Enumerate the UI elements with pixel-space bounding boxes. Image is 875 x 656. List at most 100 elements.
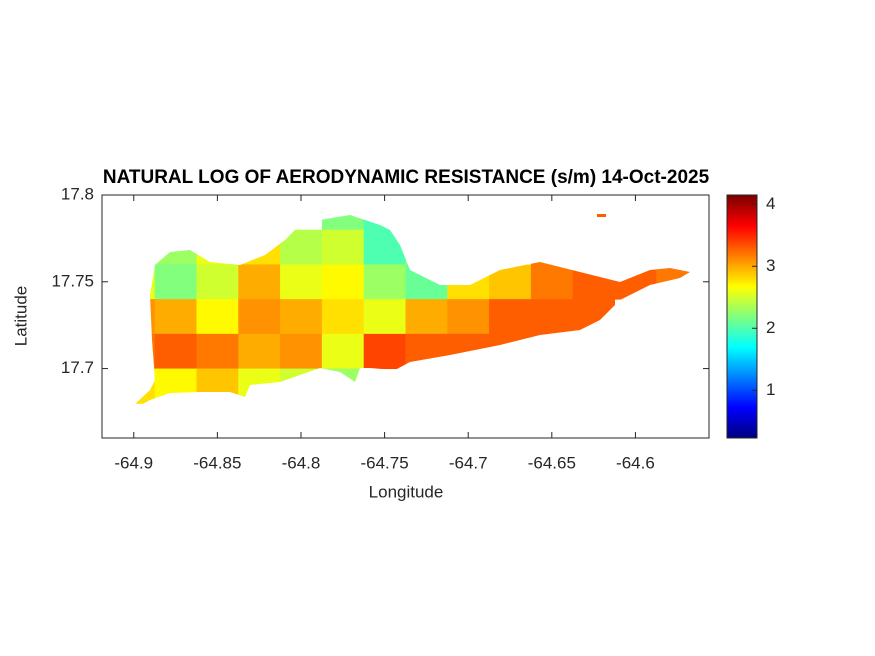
colorbar-swatch xyxy=(727,436,757,438)
colorbar-tick-label: 2 xyxy=(766,318,775,337)
colorbar-swatch xyxy=(727,407,757,409)
colorbar-swatch xyxy=(727,338,757,340)
colorbar-swatch xyxy=(727,341,757,343)
grid-cell xyxy=(572,229,616,265)
grid-cell xyxy=(196,333,239,370)
colorbar-swatch xyxy=(727,250,757,252)
colorbar-swatch xyxy=(727,208,757,210)
colorbar-swatch xyxy=(727,347,757,349)
colorbar-swatch xyxy=(727,312,757,314)
colorbar-swatch xyxy=(727,228,757,230)
colorbar-swatch xyxy=(727,275,757,277)
colorbar-swatch xyxy=(727,277,757,279)
colorbar-swatch xyxy=(727,311,757,313)
colorbar-frame xyxy=(726,194,758,439)
colorbar-swatch xyxy=(727,376,757,378)
colorbar-swatch xyxy=(727,226,757,228)
colorbar-swatch xyxy=(727,345,757,347)
x-tick-label: -64.8 xyxy=(282,453,321,472)
colorbar-swatch xyxy=(727,375,757,377)
colorbar-swatch xyxy=(727,313,757,315)
colorbar-swatch xyxy=(727,230,757,232)
grid-cell xyxy=(238,229,281,265)
colorbar-swatch xyxy=(727,322,757,324)
colorbar-swatch xyxy=(727,422,757,424)
colorbar-swatch xyxy=(727,328,757,330)
colorbar-swatch xyxy=(727,224,757,226)
colorbar-swatch xyxy=(727,302,757,304)
colorbar-swatch xyxy=(727,382,757,384)
colorbar-swatch xyxy=(727,415,757,417)
colorbar-swatch xyxy=(727,409,757,411)
colorbar-swatch xyxy=(727,386,757,388)
colorbar-swatch xyxy=(727,384,757,386)
colorbar-swatch xyxy=(727,217,757,219)
colorbar-swatch xyxy=(727,261,757,263)
colorbar-swatch xyxy=(727,418,757,420)
grid-cell xyxy=(363,264,406,300)
colorbar-swatch xyxy=(727,269,757,271)
colorbar-swatch xyxy=(727,225,757,227)
x-tick-label: -64.85 xyxy=(193,453,241,472)
colorbar-swatch xyxy=(727,377,757,379)
colorbar-swatch xyxy=(727,388,757,390)
colorbar-swatch xyxy=(727,243,757,245)
colorbar-swatch xyxy=(727,254,757,256)
colorbar-swatch xyxy=(727,260,757,262)
grid-cell xyxy=(196,368,239,404)
colorbar-swatch xyxy=(727,380,757,382)
grid-cell xyxy=(363,229,406,265)
colorbar-swatch xyxy=(727,201,757,203)
y-tick-label: 17.8 xyxy=(61,184,94,203)
colorbar-swatch xyxy=(727,246,757,248)
colorbar-swatch xyxy=(727,305,757,307)
colorbar-swatch xyxy=(727,202,757,204)
grid-cell xyxy=(133,333,156,370)
grid-cell xyxy=(133,368,156,404)
colorbar-swatch xyxy=(727,367,757,369)
colorbar-swatch xyxy=(727,245,757,247)
colorbar-swatch xyxy=(727,215,757,217)
colorbar-swatch xyxy=(727,314,757,316)
colorbar-swatch xyxy=(727,209,757,211)
colorbar-swatch xyxy=(727,227,757,229)
colorbar-swatch xyxy=(727,279,757,281)
colorbar-swatch xyxy=(727,210,757,212)
colorbar-swatch xyxy=(727,383,757,385)
grid-cell xyxy=(238,333,281,370)
colorbar-swatch xyxy=(727,310,757,312)
colorbar-swatch xyxy=(727,283,757,285)
colorbar-swatch xyxy=(727,309,757,311)
colorbar-swatch xyxy=(727,366,757,368)
grid-cell xyxy=(280,299,323,335)
colorbar-swatch xyxy=(727,223,757,225)
colorbar-swatch xyxy=(727,349,757,351)
x-tick-label: -64.75 xyxy=(360,453,408,472)
colorbar-swatch xyxy=(727,265,757,267)
colorbar-swatch xyxy=(727,222,757,224)
colorbar-swatch xyxy=(727,414,757,416)
colorbar-swatch xyxy=(727,403,757,405)
colorbar-swatch xyxy=(727,369,757,371)
colorbar-swatch xyxy=(727,315,757,317)
x-axis-label: Longitude xyxy=(369,482,444,501)
colorbar-swatch xyxy=(727,428,757,430)
colorbar-swatch xyxy=(727,432,757,434)
colorbar-swatch xyxy=(727,316,757,318)
colorbar-swatch xyxy=(727,262,757,264)
grid-cell xyxy=(196,299,239,335)
colorbar-swatch xyxy=(727,216,757,218)
colorbar-swatch xyxy=(727,231,757,233)
colorbar-swatch xyxy=(727,331,757,333)
colorbar-swatch xyxy=(727,351,757,353)
colorbar-swatch xyxy=(727,391,757,393)
colorbar-swatch xyxy=(727,229,757,231)
colorbar-swatch xyxy=(727,278,757,280)
grid-cell xyxy=(321,229,365,265)
colorbar-swatch xyxy=(727,365,757,367)
colorbar-swatch xyxy=(727,395,757,397)
colorbar-swatch xyxy=(727,235,757,237)
colorbar-swatch xyxy=(727,419,757,421)
colorbar-swatch xyxy=(727,429,757,431)
